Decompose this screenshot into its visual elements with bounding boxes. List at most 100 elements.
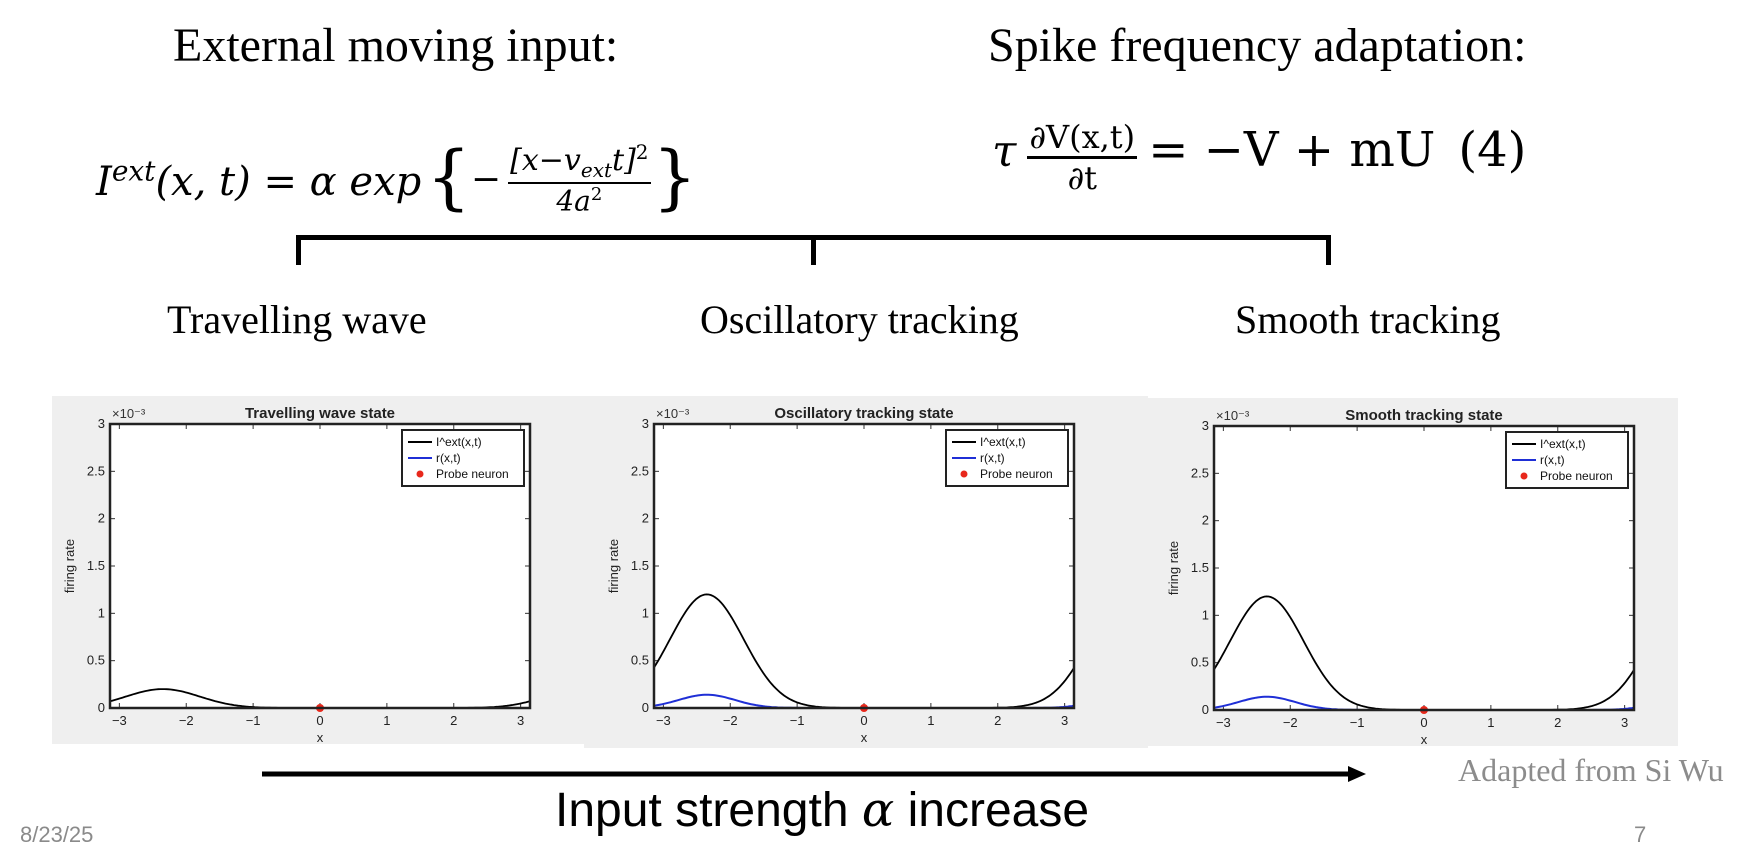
eq-dv-denominator: ∂t [1067,159,1097,197]
chart-title: Oscillatory tracking state [774,405,953,422]
y-tick-label: 1.5 [631,558,649,573]
legend-label: Probe neuron [1540,469,1613,483]
x-tick-label: −3 [112,713,127,728]
y-tick-label: 0.5 [1191,655,1209,670]
arrow-caption: Input strength α increase [555,782,1089,838]
x-tick-label: 2 [994,713,1001,728]
eq-I-sup: ext [111,154,156,188]
y-tick-label: 0 [642,700,649,715]
chart-smooth-tracking: Smooth tracking state ×10⁻³ 0 0.5 1 1.5 2 2.5 3 −… [1166,407,1636,746]
y-tick-label: 1.5 [1191,560,1209,575]
y-tick-label: 2 [98,511,105,526]
y-tick-label: 0 [98,700,105,715]
chart-title: Smooth tracking state [1345,407,1503,424]
footer-page-number: 7 [1634,822,1647,847]
eq-I-symbol: I [96,159,112,205]
eq-numerator: [x−v [510,142,581,178]
chart-panel-travelling: Travelling wave state ×10⁻³ 0 0.5 1 1.5 2 2.5 3 −… [52,396,586,744]
y-tick-label: 2.5 [87,463,105,478]
x-tick-label: −2 [179,713,194,728]
y-tick-label: 1 [1202,607,1209,622]
chart-panel-smooth: Smooth tracking state ×10⁻³ 0 0.5 1 1.5 2 2.5 3 −… [1146,398,1678,746]
x-tick-label: −3 [1216,715,1231,730]
arrow-caption-alpha: α [861,782,895,838]
y-tick-label: 0.5 [87,653,105,668]
y-axis-label: firing rate [62,539,77,593]
eq-equals: = [263,159,297,205]
legend-swatch-dot [960,470,968,478]
chart-oscillatory-tracking: Oscillatory tracking state ×10⁻³ 0 0.5 1 1.5 2… [606,405,1076,745]
eq-tau: τ [992,126,1017,177]
x-tick-label: 3 [1621,715,1628,730]
eq-number: (4) [1458,122,1527,178]
x-tick-label: 3 [1061,713,1068,728]
y-tick-label: 2 [642,511,649,526]
y-exponent-label: ×10⁻³ [112,406,146,421]
x-tick-label: −1 [1350,715,1365,730]
y-tick-label: 1 [642,605,649,620]
y-exponent-label: ×10⁻³ [1216,408,1250,423]
legend-label: r(x,t) [436,451,461,465]
credit-text: Adapted from Si Wu [1458,752,1724,788]
y-tick-label: 2.5 [631,463,649,478]
heading-external-input: External moving input: [173,19,619,72]
x-axis-label: x [1421,732,1428,746]
y-tick-label: 0.5 [631,653,649,668]
chart-panel-oscillatory: Oscillatory tracking state ×10⁻³ 0 0.5 1 1.5 2… [584,396,1148,748]
legend-box [945,429,1069,487]
x-tick-label: 3 [517,713,524,728]
eq-numerator-tail: t] [612,142,636,178]
x-tick-label: 0 [860,713,867,728]
y-tick-label: 1.5 [87,558,105,573]
heading-spike-adaptation: Spike frequency adaptation: [988,19,1527,72]
plot-frame [108,422,532,710]
x-tick-label: 1 [927,713,934,728]
y-tick-label: 3 [1202,418,1209,433]
label-smooth-tracking: Smooth tracking [1235,297,1501,342]
eq-dv-numerator: ∂V(x,t) [1027,118,1138,159]
y-tick-label: 2.5 [1191,465,1209,480]
arrow-caption-suffix: increase [894,784,1090,837]
eq-denominator: 4a [556,184,591,218]
y-tick-label: 3 [642,416,649,431]
legend-swatch-dot [1520,472,1528,480]
x-tick-label: 0 [1420,715,1427,730]
x-tick-label: 1 [1487,715,1494,730]
chart-title: Travelling wave state [245,405,395,422]
x-tick-label: 0 [316,713,323,728]
x-tick-label: −1 [246,713,261,728]
legend-label: Probe neuron [980,467,1053,481]
plot-frame [652,422,1076,710]
x-tick-label: 2 [1554,715,1561,730]
eq-numerator-sub: ext [580,157,613,182]
legend-label: I^ext(x,t) [436,435,482,449]
eq-I-args: (x, t) [155,159,251,205]
x-axis-label: x [861,730,868,745]
y-axis-label: firing rate [1166,541,1181,595]
label-oscillatory-tracking: Oscillatory tracking [700,297,1019,342]
legend-label: r(x,t) [1540,453,1565,467]
y-tick-label: 0 [1202,702,1209,717]
eq-exp: exp [349,159,422,205]
x-tick-label: −3 [656,713,671,728]
y-exponent-label: ×10⁻³ [656,406,690,421]
chart-travelling-wave: Travelling wave state ×10⁻³ 0 0.5 1 1.5 2 2.5 3 −… [62,405,532,744]
eq-rhs: = −V + mU [1148,122,1436,178]
y-tick-label: 3 [98,416,105,431]
legend-label: Probe neuron [436,467,509,481]
legend-label: I^ext(x,t) [980,435,1026,449]
input-equation: Iext(x, t) = α exp {− [x−vextt]2 4a2 } [96,136,698,218]
input-strength-arrow [262,766,1366,782]
legend-label: r(x,t) [980,451,1005,465]
legend-label: I^ext(x,t) [1540,437,1586,451]
footer-date: 8/23/25 [20,822,94,847]
eq-alpha: α [309,159,337,205]
x-tick-label: 2 [450,713,457,728]
eq-numerator-sup: 2 [635,139,649,164]
x-tick-label: −2 [723,713,738,728]
x-tick-label: −2 [1283,715,1298,730]
x-tick-label: 1 [383,713,390,728]
x-axis-label: x [317,730,324,744]
label-travelling-wave: Travelling wave [167,297,427,342]
y-axis-label: firing rate [606,539,621,593]
